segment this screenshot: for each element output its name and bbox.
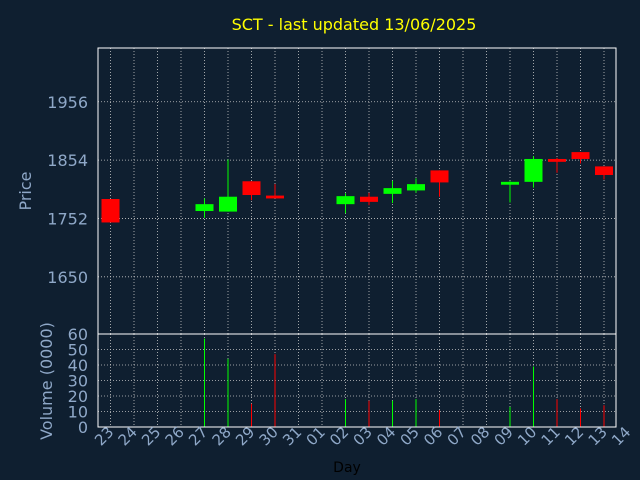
volume-tick-label: 20 bbox=[68, 387, 88, 406]
candle-body bbox=[548, 158, 566, 162]
candle-body bbox=[524, 158, 543, 182]
candle-body bbox=[360, 196, 378, 202]
candle-body bbox=[336, 196, 355, 205]
price-panel: 1650 1752 1854 1956 bbox=[47, 47, 617, 335]
x-axis-label: Day bbox=[333, 460, 361, 476]
price-axis-label: Price bbox=[16, 171, 35, 210]
x-axis: 2324252627282930310102030405060708091011… bbox=[91, 423, 634, 449]
price-tick-label: 1650 bbox=[47, 268, 88, 287]
volume-tick-label: 40 bbox=[68, 356, 88, 375]
candle-body bbox=[266, 195, 284, 199]
candle-body bbox=[383, 188, 402, 194]
candle-body bbox=[242, 181, 261, 196]
volume-tick-label: 30 bbox=[68, 372, 88, 391]
chart-title: SCT - last updated 13/06/2025 bbox=[232, 15, 477, 34]
price-tick-label: 1854 bbox=[47, 151, 88, 170]
candle-body bbox=[101, 199, 120, 223]
volume-tick-label: 60 bbox=[68, 325, 88, 344]
volume-panel-border bbox=[97, 333, 617, 428]
candle-body bbox=[195, 204, 214, 212]
candle-body bbox=[407, 184, 425, 191]
candle-body bbox=[501, 181, 519, 185]
volume-tick-label: 10 bbox=[68, 403, 88, 422]
candle-body bbox=[595, 166, 613, 175]
price-tick-label: 1956 bbox=[47, 93, 88, 112]
candle-body bbox=[219, 196, 237, 212]
candle-body bbox=[430, 170, 449, 183]
price-tick-label: 1752 bbox=[47, 209, 88, 228]
volume-tick-label: 50 bbox=[68, 341, 88, 360]
candle-body bbox=[571, 152, 590, 159]
volume-axis-label: Volume (0000) bbox=[37, 322, 56, 440]
volume-tick-label: 0 bbox=[78, 418, 88, 437]
